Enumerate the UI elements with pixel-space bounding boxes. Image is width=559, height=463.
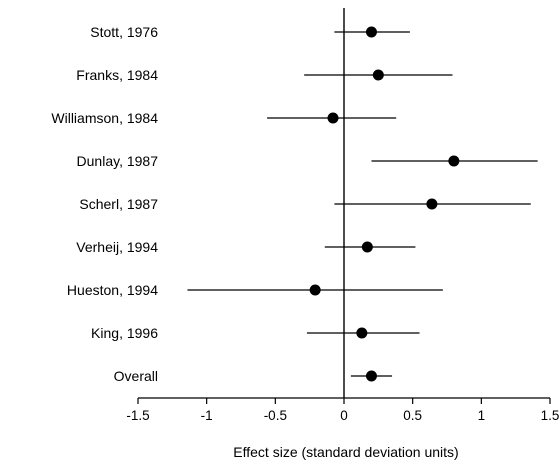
study-label: Stott, 1976: [90, 24, 158, 40]
study-label: Scherl, 1987: [79, 196, 158, 212]
x-tick-label: -1: [201, 408, 213, 423]
effect-point: [448, 155, 460, 167]
study-label: Overall: [114, 368, 158, 384]
study-label: Williamson, 1984: [51, 110, 158, 126]
study-label: Verheij, 1994: [76, 239, 158, 255]
effect-point: [426, 198, 438, 210]
study-label: Hueston, 1994: [67, 282, 158, 298]
study-label: Dunlay, 1987: [77, 153, 159, 169]
x-tick-label: 0: [340, 408, 348, 423]
effect-point: [365, 370, 377, 382]
x-tick-label: 0.5: [403, 408, 422, 423]
effect-point: [356, 327, 368, 339]
effect-point: [372, 69, 384, 81]
effect-point: [327, 112, 339, 124]
x-tick-label: 1: [478, 408, 486, 423]
effect-point: [365, 26, 377, 38]
x-tick-label: -1.5: [126, 408, 149, 423]
study-label: King, 1996: [91, 325, 158, 341]
study-label: Franks, 1984: [76, 67, 158, 83]
effect-point: [309, 284, 321, 296]
x-tick-label: -0.5: [264, 408, 287, 423]
plot-area: -1.5 -1 -0.5 0 0.5 1 1.5 Stott, 1976 Franks, 198…: [51, 8, 559, 423]
x-tick-label: 1.5: [541, 408, 559, 423]
effect-point: [361, 241, 373, 253]
x-axis-title: Effect size (standard deviation units): [233, 444, 458, 460]
